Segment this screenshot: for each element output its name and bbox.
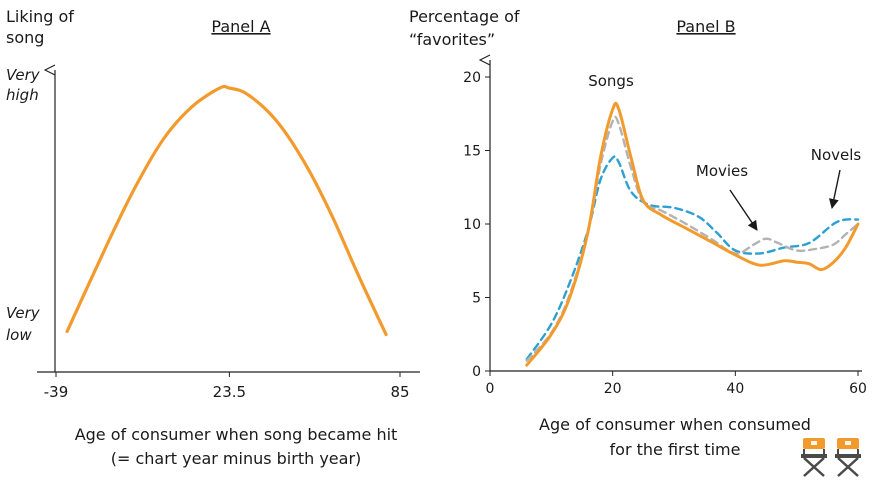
panel-a: Panel A Liking of song Very high Very lo… bbox=[6, 7, 420, 468]
panel-a-series-line bbox=[65, 84, 388, 337]
panel-b-x-tick-label: 40 bbox=[726, 381, 744, 397]
panel-b-y-tick-label: 10 bbox=[463, 217, 481, 233]
series-line-movies bbox=[525, 115, 860, 362]
panel-b-y-tick-label: 15 bbox=[463, 144, 481, 160]
panel-b-ylabel-line-1: Percentage of bbox=[409, 7, 520, 26]
panel-b-title: Panel B bbox=[676, 17, 735, 36]
panel-a-xlabel-line-1: Age of consumer when song became hit bbox=[75, 425, 398, 444]
movies-label: Movies bbox=[696, 162, 748, 180]
series-line-novels bbox=[525, 155, 860, 361]
panel-a-x-tick-label: -39 bbox=[44, 383, 69, 401]
novels-label: Novels bbox=[811, 146, 862, 164]
panel-a-x-tick-label: 85 bbox=[390, 383, 409, 401]
panel-b-x-tick-label: 0 bbox=[486, 381, 495, 397]
panel-a-title: Panel A bbox=[211, 17, 270, 36]
panel-b-y-tick-label: 20 bbox=[463, 70, 481, 86]
panel-a-very-low-1: Very bbox=[6, 304, 41, 322]
movies-arrow bbox=[729, 189, 758, 231]
panel-a-ylabel-line-2: song bbox=[6, 28, 44, 47]
panel-a-ylabel-line-1: Liking of bbox=[6, 7, 74, 26]
songs-label: Songs bbox=[588, 72, 634, 90]
director-chair-icon bbox=[801, 438, 827, 477]
panel-b: Panel B Percentage of “favorites” 0 5 10 15… bbox=[409, 7, 867, 459]
panel-b-x-tick-label: 20 bbox=[604, 381, 622, 397]
panel-b-xlabel-line-1: Age of consumer when consumed bbox=[539, 415, 811, 434]
panel-a-very-high-2: high bbox=[6, 86, 39, 104]
panel-a-very-low-2: low bbox=[6, 326, 32, 344]
panel-b-x-tick-label: 60 bbox=[849, 381, 867, 397]
panel-b-xlabel-line-2: for the first time bbox=[610, 440, 741, 459]
panel-a-xlabel-line-2: (= chart year minus birth year) bbox=[111, 449, 362, 468]
novels-arrow bbox=[828, 169, 841, 209]
panel-b-y-tick-label: 0 bbox=[472, 364, 481, 380]
director-chair-icon bbox=[835, 438, 861, 477]
series-line-songs bbox=[525, 101, 860, 367]
panel-b-y-tick-label: 5 bbox=[472, 291, 481, 307]
panel-a-x-tick-label: 23.5 bbox=[213, 383, 246, 401]
panel-b-ylabel-line-2: “favorites” bbox=[409, 30, 495, 49]
panel-a-very-high-1: Very bbox=[6, 66, 41, 84]
